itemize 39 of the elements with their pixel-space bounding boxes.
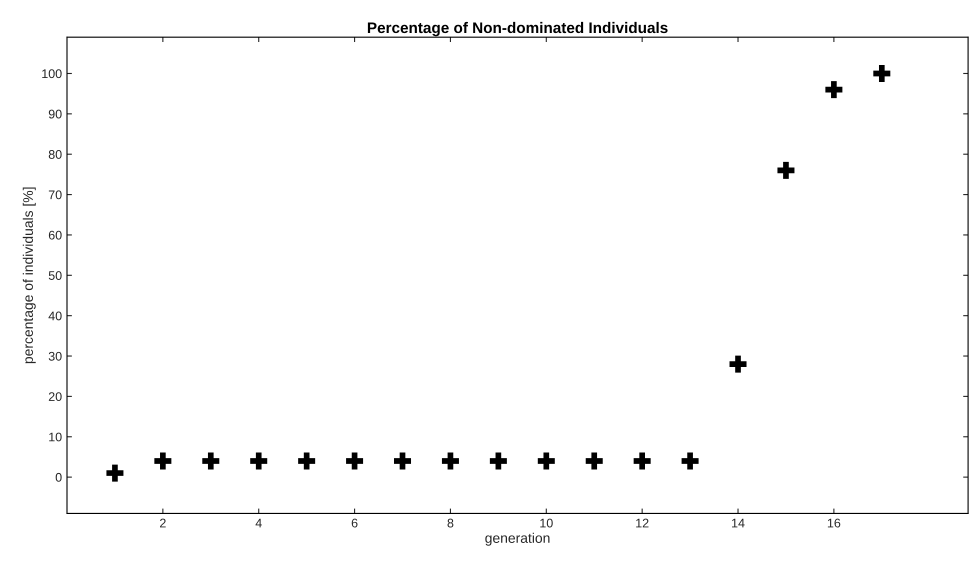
point — [777, 162, 794, 179]
point — [394, 452, 412, 470]
y-tick-label: 60 — [48, 230, 62, 240]
x-tick-label: 4 — [256, 518, 262, 528]
point — [106, 464, 124, 482]
x-tick-label: 6 — [352, 518, 358, 528]
point — [346, 452, 364, 470]
point — [682, 452, 699, 470]
y-tick-label: 100 — [42, 69, 62, 78]
point — [825, 81, 842, 98]
y-tick-label: 30 — [48, 352, 62, 361]
point — [538, 452, 555, 470]
point — [490, 452, 507, 470]
y-tick-label: 0 — [56, 472, 62, 482]
point — [442, 452, 459, 470]
point — [154, 452, 172, 470]
y-tick-label: 80 — [48, 150, 62, 159]
point — [586, 452, 603, 470]
y-tick-label: 90 — [48, 110, 62, 118]
y-axis-title: percentage of individuals [%] — [22, 188, 36, 364]
point — [250, 452, 268, 470]
point — [730, 356, 747, 373]
y-tick-label: 70 — [48, 190, 62, 200]
y-tick-label: 40 — [48, 311, 62, 320]
x-tick-label: 2 — [160, 518, 166, 528]
y-tick-label: 20 — [48, 392, 62, 402]
x-tick-label: 10 — [540, 518, 553, 528]
point — [873, 64, 890, 82]
point — [202, 452, 220, 470]
chart-title: Percentage of Non-dominated Individuals — [368, 22, 668, 36]
x-tick-label: 14 — [732, 518, 745, 528]
point — [298, 452, 316, 470]
x-tick-label: 12 — [636, 518, 648, 528]
point — [634, 452, 651, 470]
y-tick-label: 10 — [49, 432, 62, 442]
y-tick-label: 50 — [48, 271, 62, 280]
x-axis-title: generation — [485, 532, 550, 546]
x-tick-label: 8 — [448, 518, 454, 528]
x-tick-label: 16 — [828, 518, 840, 528]
